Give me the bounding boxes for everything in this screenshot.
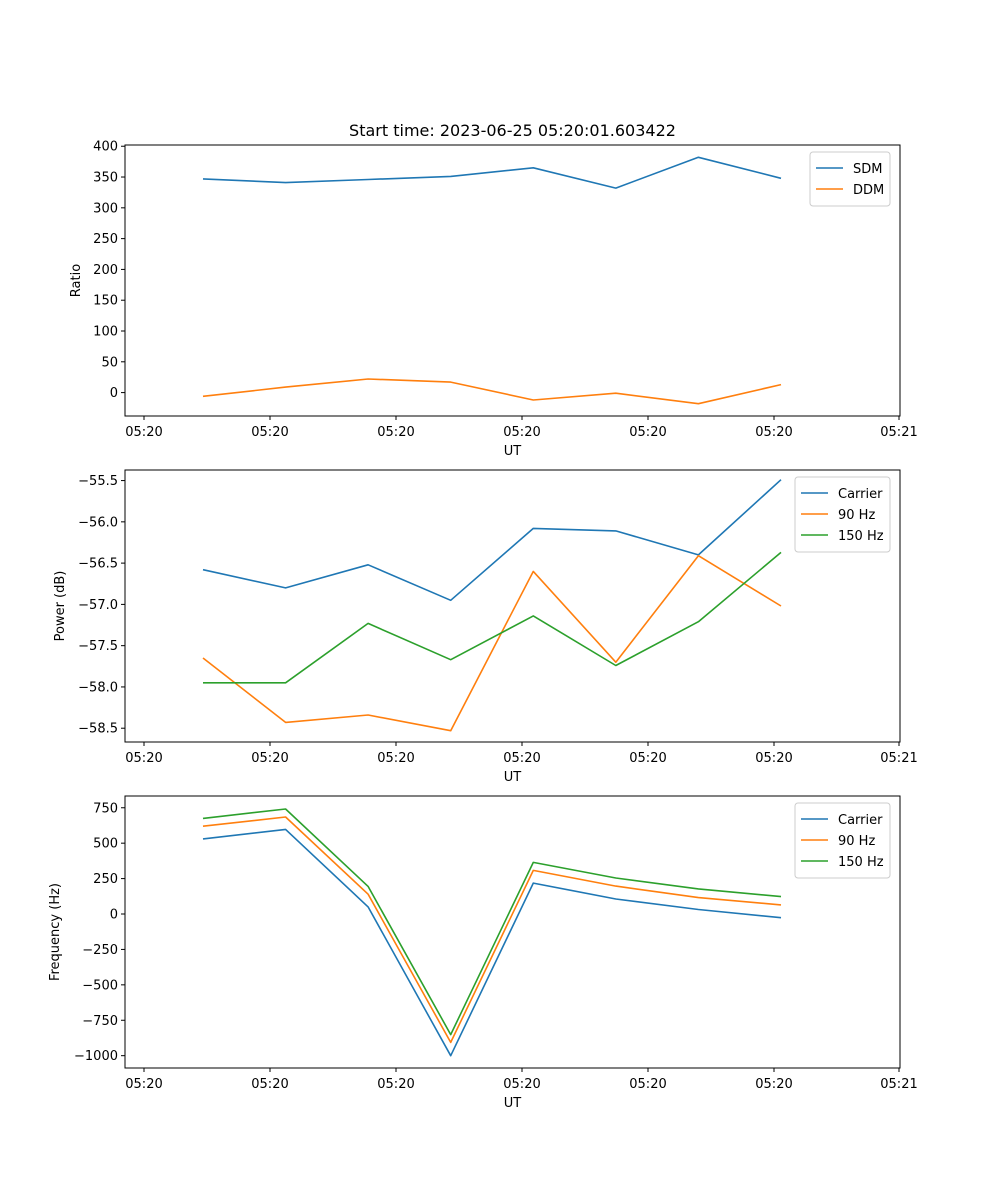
y-tick-label: −56.0 (78, 515, 118, 530)
y-tick-label: −250 (82, 943, 118, 958)
series-line-90-hz (202, 816, 782, 1044)
y-tick-label: −1000 (74, 1049, 118, 1064)
x-tick-label: 05:20 (629, 425, 666, 440)
y-tick-label: −55.5 (78, 474, 118, 489)
y-tick-label: 100 (93, 325, 118, 340)
x-tick-label: 05:21 (880, 1077, 917, 1092)
legend-label: 150 Hz (838, 855, 884, 870)
x-tick-label: 05:21 (880, 751, 917, 766)
legend (794, 476, 891, 553)
y-tick-label: 250 (93, 232, 118, 247)
x-tick-label: 05:20 (503, 751, 540, 766)
y-tick-label: 0 (110, 908, 118, 923)
x-axis-label: UT (504, 444, 522, 459)
x-tick-label: 05:20 (503, 425, 540, 440)
axes-frame (124, 469, 901, 743)
y-axis-label: Frequency (Hz) (48, 883, 63, 981)
y-tick-label: 500 (93, 837, 118, 852)
x-tick-label: 05:20 (377, 425, 414, 440)
y-tick-label: 300 (93, 201, 118, 216)
y-axis-label: Power (dB) (53, 571, 68, 642)
y-tick-label: −58.0 (78, 680, 118, 695)
y-tick-label: −750 (82, 1014, 118, 1029)
x-tick-label: 05:20 (377, 1077, 414, 1092)
x-tick-label: 05:20 (377, 751, 414, 766)
series-line-carrier (202, 828, 782, 1057)
x-tick-label: 05:20 (755, 751, 792, 766)
x-tick-label: 05:20 (251, 751, 288, 766)
x-tick-label: 05:20 (125, 425, 162, 440)
y-tick-label: −57.5 (78, 639, 118, 654)
y-tick-label: 250 (93, 872, 118, 887)
y-tick-label: 0 (110, 386, 118, 401)
x-tick-label: 05:20 (755, 1077, 792, 1092)
x-axis-label: UT (504, 1096, 522, 1111)
x-tick-label: 05:20 (125, 751, 162, 766)
ratio-panel: 05:20 05:20 05:20 05:20 05:20 05:20 05:21 UT 0 50… (69, 140, 918, 459)
power-panel: 05:20 05:20 05:20 05:20 05:20 05:20 05:21 UT −58… (53, 469, 918, 785)
y-tick-label: 150 (93, 294, 118, 309)
series-line-150-hz (203, 551, 782, 684)
figure-title: Start time: 2023-06-25 05:20:01.603422 (349, 121, 676, 140)
x-tick-label: 05:20 (755, 425, 792, 440)
legend-label: DDM (853, 183, 884, 198)
x-tick-label: 05:20 (503, 1077, 540, 1092)
legend-label: 90 Hz (838, 834, 875, 849)
y-tick-label: 200 (93, 263, 118, 278)
series-line-sdm (202, 156, 782, 189)
y-tick-label: 400 (93, 140, 118, 155)
y-tick-label: −56.5 (78, 557, 118, 572)
axes-frame (124, 795, 901, 1069)
x-tick-label: 05:20 (251, 1077, 288, 1092)
legend-label: 90 Hz (838, 508, 875, 523)
x-tick-label: 05:20 (629, 751, 666, 766)
x-tick-label: 05:20 (629, 1077, 666, 1092)
legend-label: Carrier (838, 813, 883, 828)
y-tick-label: 750 (93, 801, 118, 816)
y-tick-label: 350 (93, 171, 118, 186)
series-line-90-hz (202, 554, 782, 732)
x-tick-label: 05:20 (251, 425, 288, 440)
series-line-150-hz (202, 808, 782, 1036)
legend-label: Carrier (838, 487, 883, 502)
y-tick-label: −58.5 (78, 722, 118, 737)
x-tick-label: 05:21 (880, 425, 917, 440)
y-tick-label: −500 (82, 978, 118, 993)
legend (809, 151, 891, 207)
y-axis-label: Ratio (69, 264, 84, 297)
legend-label: 150 Hz (838, 529, 884, 544)
series-line-ddm (202, 378, 782, 405)
y-tick-label: −57.0 (78, 598, 118, 613)
series-line-carrier (202, 479, 782, 602)
legend-label: SDM (853, 162, 882, 177)
y-tick-label: 50 (101, 355, 118, 370)
x-tick-label: 05:20 (125, 1077, 162, 1092)
frequency-panel: 05:20 05:20 05:20 05:20 05:20 05:20 05:21 UT −10… (48, 795, 918, 1111)
axes-frame (124, 144, 901, 417)
x-axis-label: UT (504, 770, 522, 785)
legend (794, 802, 891, 879)
